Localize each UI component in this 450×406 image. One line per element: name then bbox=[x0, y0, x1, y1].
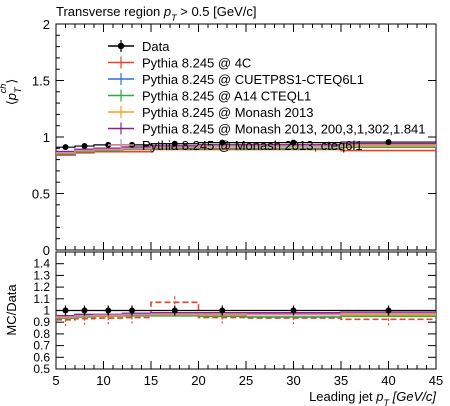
main-y-axis-label: ⟨pTch⟩ bbox=[0, 79, 23, 106]
x-ticks: 5 10 15 20 25 30 35 40 45 bbox=[52, 24, 443, 388]
data-point bbox=[219, 139, 226, 146]
ratio-data-point bbox=[385, 307, 392, 314]
legend-label-6: Pythia 8.245 @ Monash 2013, cteq6l1 bbox=[142, 138, 363, 153]
x-tick-label: 25 bbox=[239, 373, 253, 388]
ratio-data-point bbox=[171, 307, 178, 314]
ratio-data-point bbox=[105, 307, 112, 314]
ratio-data-point bbox=[81, 307, 88, 314]
ratio-y-tick-label: 1.3 bbox=[33, 268, 50, 282]
data-point bbox=[385, 139, 392, 146]
data-step-line bbox=[56, 141, 436, 148]
x-tick-label: 15 bbox=[144, 373, 158, 388]
ratio-y-tick-label: 1 bbox=[43, 304, 50, 318]
x-tick-label: 20 bbox=[191, 373, 205, 388]
legend-label-2: Pythia 8.245 @ CUETP8S1-CTEQ6L1 bbox=[142, 72, 364, 87]
main-y-tick-label: 1.5 bbox=[32, 74, 50, 89]
data-point bbox=[62, 144, 69, 151]
chart-title: Transverse region pT > 0.5 [GeV/c] bbox=[56, 4, 257, 23]
main-y-tick-label: 2 bbox=[43, 17, 50, 32]
main-series-group bbox=[56, 139, 436, 156]
data-point bbox=[81, 143, 88, 150]
ratio-data-point bbox=[62, 307, 69, 314]
ratio-y-tick-label: 1.1 bbox=[33, 292, 50, 306]
ratio-data-point bbox=[129, 307, 135, 314]
data-point bbox=[290, 139, 297, 146]
x-tick-label: 45 bbox=[429, 373, 443, 388]
legend-label-0: Data bbox=[142, 39, 170, 54]
legend-label-1: Pythia 8.245 @ 4C bbox=[142, 56, 251, 71]
main-y-tick-label: 0 bbox=[43, 243, 50, 258]
main-series-line-6 bbox=[56, 144, 436, 154]
data-point bbox=[171, 140, 178, 147]
ratio-data-point bbox=[290, 307, 297, 314]
ratio-y-axis-label: MC/Data bbox=[4, 284, 19, 336]
x-axis-label: Leading jet pT [GeV/c] bbox=[309, 389, 436, 406]
ratio-series-line-2 bbox=[56, 314, 436, 319]
ratio-y-tick-label: 0.8 bbox=[33, 327, 50, 341]
ratio-y-tick-label: 1.4 bbox=[33, 257, 50, 271]
main-y-tick-label: 1 bbox=[43, 130, 50, 145]
x-tick-label: 10 bbox=[96, 373, 110, 388]
x-tick-label: 5 bbox=[52, 373, 59, 388]
main-y-ticks: 0 0.5 1 1.5 2 bbox=[32, 17, 436, 258]
ratio-y-tick-label: 0.7 bbox=[33, 339, 50, 353]
legend-label-5: Pythia 8.245 @ Monash 2013, 200,3,1,302,… bbox=[142, 122, 426, 137]
ratio-y-tick-label: 1.2 bbox=[33, 280, 50, 294]
ratio-data-point bbox=[219, 307, 226, 314]
ratio-y-tick-label: 0.5 bbox=[33, 362, 50, 376]
ratio-y-tick-label: 0.9 bbox=[33, 315, 50, 329]
legend-marker-data bbox=[117, 42, 125, 50]
legend-label-4: Pythia 8.245 @ Monash 2013 bbox=[142, 105, 313, 120]
main-series-line-3 bbox=[56, 146, 436, 155]
ratio-y-tick-label: 0.6 bbox=[33, 350, 50, 364]
ratio-series-group bbox=[56, 296, 436, 326]
x-tick-label: 35 bbox=[334, 373, 348, 388]
main-y-tick-label: 0.5 bbox=[32, 187, 50, 202]
ratio-series-line-5 bbox=[56, 312, 436, 318]
x-tick-label: 40 bbox=[381, 373, 395, 388]
legend-label-3: Pythia 8.245 @ A14 CTEQL1 bbox=[142, 89, 311, 104]
x-tick-label: 30 bbox=[286, 373, 300, 388]
